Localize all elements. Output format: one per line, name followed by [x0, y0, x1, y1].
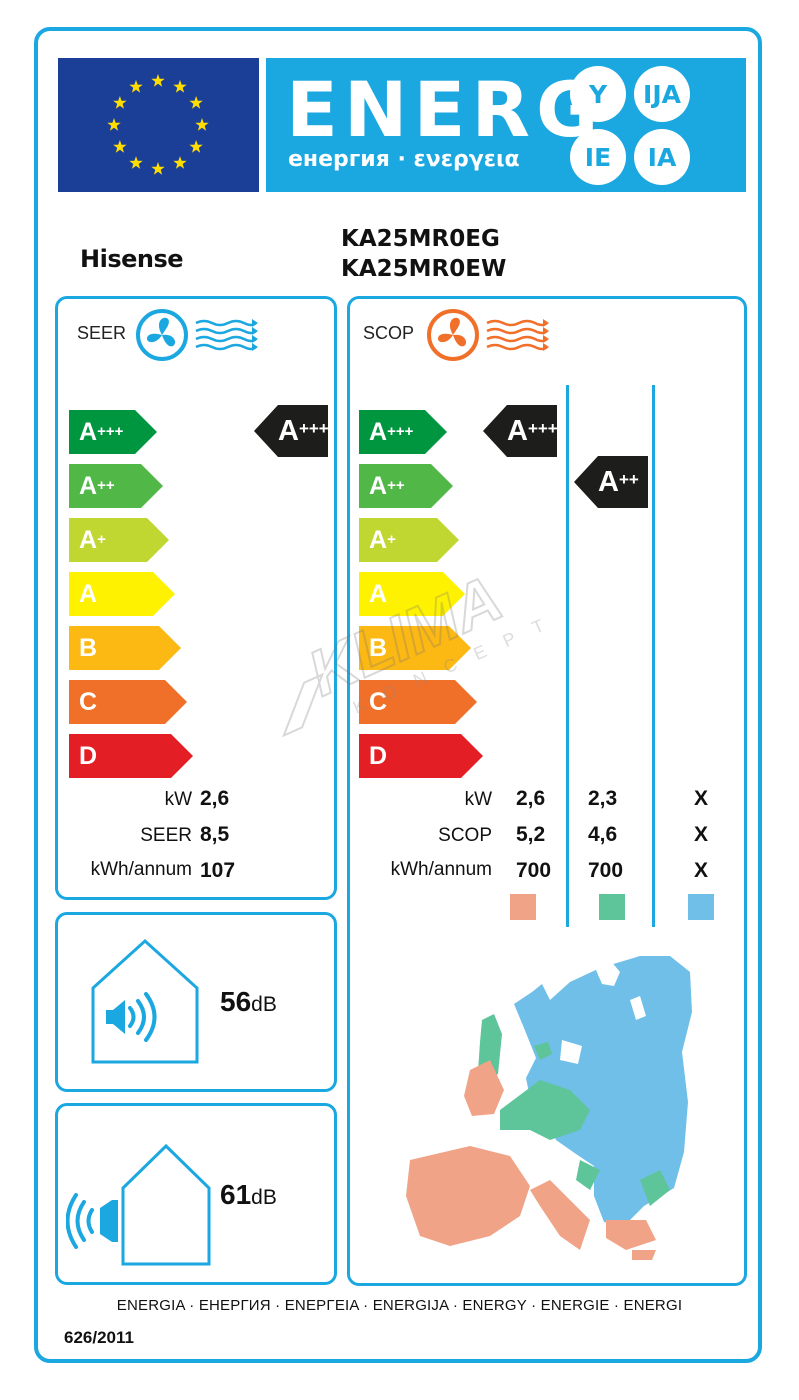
eu-star: [173, 79, 187, 93]
eu-stars-icon: [107, 74, 209, 175]
eu-star: [189, 96, 203, 109]
heat-annum-warm: 700: [516, 859, 552, 882]
suffix-ija: IJA: [634, 66, 690, 122]
suffix-ie: IE: [570, 129, 626, 185]
suffix-ia: IA: [634, 129, 690, 185]
indoor-noise-value: 56: [220, 986, 252, 1017]
indoor-unit-sound-icon: [91, 938, 199, 1064]
heat-scop-label: SCOP: [438, 825, 492, 846]
indoor-noise-unit: dB: [251, 993, 277, 1016]
outdoor-noise-unit: dB: [251, 1186, 277, 1209]
zone-divider-1: [566, 385, 569, 927]
regulation-number: 626/2011: [64, 1328, 134, 1347]
heating-scale-arrow: B: [359, 626, 471, 670]
cool-kw-value: 2,6: [200, 787, 230, 810]
eu-star: [107, 118, 121, 131]
eu-star: [129, 156, 143, 169]
eu-star: [173, 156, 187, 169]
zone-swatch-warm: [510, 894, 536, 920]
zone-swatch-average: [599, 894, 625, 920]
heating-scale-arrow: C: [359, 680, 477, 724]
cooling-scale-label: A++: [79, 472, 115, 500]
label-frame: [34, 27, 762, 1363]
heating-scale-arrow: A++: [359, 464, 453, 508]
cooling-panel: [55, 296, 337, 900]
cool-kw-label: kW: [164, 789, 192, 810]
eu-star: [113, 96, 127, 109]
heating-scale-arrow: A+: [359, 518, 459, 562]
energy-subtitle: енергия · ενεργεια: [288, 147, 520, 172]
energy-title: ENERG: [286, 65, 605, 154]
heat-annum-average: 700: [588, 859, 624, 882]
heat-kw-colder: X: [694, 787, 709, 810]
cooling-scale-label: C: [79, 688, 98, 716]
indoor-noise-panel: [55, 912, 337, 1092]
cooling-class-badge-label: A+++: [278, 415, 329, 447]
heating-class-badge-2-label: A++: [598, 466, 639, 498]
heating-scale-arrow: A: [359, 572, 465, 616]
heat-scop-average: 4,6: [588, 823, 618, 846]
model-name-1: KA25MR0EG: [341, 226, 500, 252]
cooling-scale-arrow: B: [69, 626, 181, 670]
outdoor-unit-sound-icon: [66, 1143, 211, 1266]
cooling-scale-label: A: [79, 580, 98, 608]
cooling-fan-icon: [136, 309, 258, 361]
eu-star: [113, 140, 127, 153]
zone-swatch-colder: [688, 894, 714, 920]
heating-panel: [347, 296, 747, 1286]
heating-fan-icon: [427, 309, 549, 361]
indoor-noise-level: 56dB: [220, 986, 277, 1018]
cooling-scale-arrow: A: [69, 572, 175, 616]
eu-star: [129, 79, 143, 93]
cooling-scale-arrow: A+++: [69, 410, 157, 454]
heat-annum-colder: X: [694, 859, 709, 882]
eu-star: [151, 74, 165, 87]
heating-scale-arrow: D: [359, 734, 483, 778]
cooling-scale-label: B: [79, 634, 98, 662]
cooling-scale-label: A+++: [79, 418, 124, 446]
suffix-y: Y: [570, 66, 626, 122]
heating-scale-label: A+++: [369, 418, 414, 446]
heat-scop-warm: 5,2: [516, 823, 546, 846]
eu-star: [189, 140, 203, 153]
zone-divider-2: [652, 385, 655, 927]
cooling-scale-arrow: A+: [69, 518, 169, 562]
cool-annum-label: kWh/annum: [90, 859, 192, 880]
heating-scale-label: D: [369, 742, 388, 770]
heating-class-badge-1-label: A+++: [507, 415, 558, 447]
heat-kw-warm: 2,6: [516, 787, 546, 810]
seer-label: SEER: [77, 323, 127, 343]
cooling-scale-arrow: D: [69, 734, 193, 778]
eu-star: [195, 118, 209, 131]
eu-flag: [58, 58, 259, 192]
cool-annum-value: 107: [200, 859, 236, 882]
outdoor-noise-level: 61dB: [220, 1179, 277, 1211]
cooling-scale-arrow: A++: [69, 464, 163, 508]
eu-star: [151, 162, 165, 175]
outdoor-noise-panel: [55, 1103, 337, 1285]
cool-seer-label: SEER: [140, 825, 192, 846]
scop-label: SCOP: [363, 323, 415, 343]
footer-languages: ENERGIA · ЕНЕРГИЯ · ΕΝΕΡΓΕΙΑ · ENERGIJA …: [116, 1297, 683, 1314]
cooling-scale-label: A+: [79, 526, 106, 554]
heating-scale-label: B: [369, 634, 388, 662]
heating-scale-label: A+: [369, 526, 396, 554]
cool-seer-value: 8,5: [200, 823, 230, 846]
europe-climate-map: [406, 956, 692, 1260]
heating-scale-label: C: [369, 688, 388, 716]
heat-kw-label: kW: [464, 789, 492, 810]
heating-scale-arrow: A+++: [359, 410, 447, 454]
outdoor-noise-value: 61: [220, 1179, 252, 1210]
heating-scale-label: A: [369, 580, 388, 608]
heat-annum-label: kWh/annum: [390, 859, 492, 880]
brand-name: Hisense: [80, 245, 184, 273]
model-name-2: KA25MR0EW: [341, 256, 507, 282]
heat-scop-colder: X: [694, 823, 709, 846]
watermark-logo: KLIMA KONCEPT: [235, 540, 565, 740]
heat-kw-average: 2,3: [588, 787, 618, 810]
cooling-scale-label: D: [79, 742, 98, 770]
heating-scale-label: A++: [369, 472, 405, 500]
cooling-scale-arrow: C: [69, 680, 187, 724]
